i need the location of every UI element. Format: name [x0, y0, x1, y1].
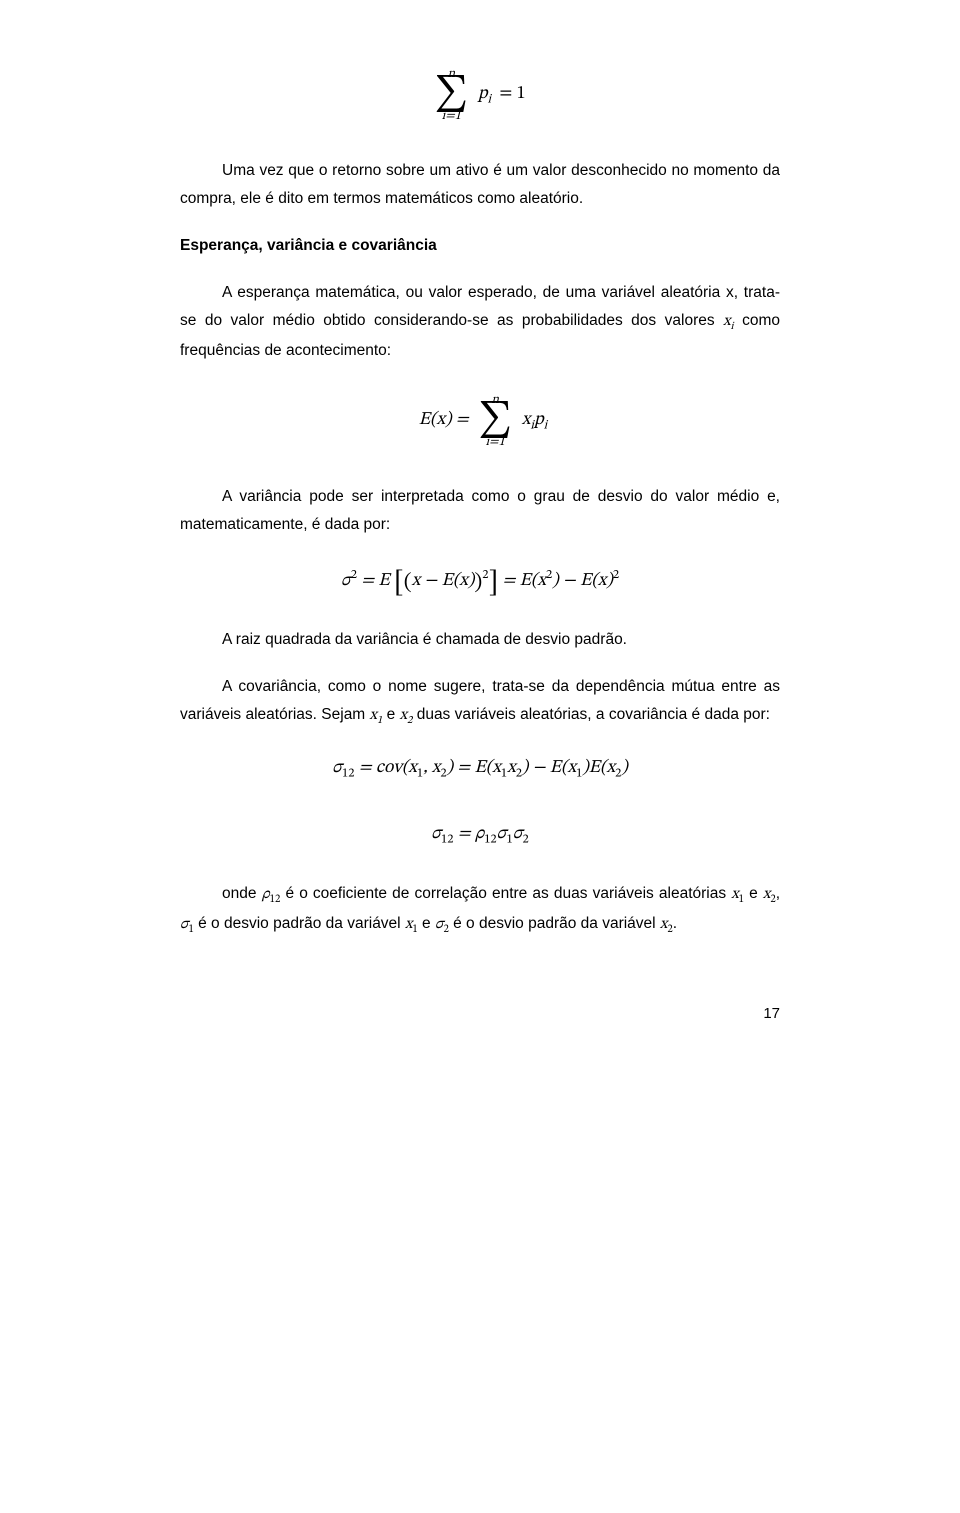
paragraph-onde: onde ρ12 é o coeficiente de correlação e…	[180, 880, 780, 940]
sub: 12	[441, 832, 453, 845]
sum-body-p-sub: i	[544, 418, 548, 431]
sigma: σ	[513, 825, 523, 843]
text: e	[744, 885, 763, 902]
paragraph-desvio: A raiz quadrada da variância é chamada d…	[180, 626, 780, 655]
text: e	[418, 915, 435, 932]
var-x1: x	[731, 886, 738, 902]
sum-sigma-icon: ∑	[435, 79, 469, 110]
text: é o coeficiente de correlação entre as d…	[280, 885, 731, 902]
sum-sigma-icon: ∑	[478, 405, 512, 436]
text: e	[382, 706, 399, 723]
paragraph-intro: Uma vez que o retorno sobre um ativo é u…	[180, 157, 780, 214]
sub: 12	[484, 832, 496, 845]
paragraph-variancia: A variância pode ser interpretada como o…	[180, 483, 780, 540]
sum-body: p	[478, 85, 488, 103]
equation-covariance: σ12 = cov(x1, x2) = E(x1x2) − E(x1)E(x2)	[180, 759, 780, 780]
sigma: σ	[332, 759, 342, 777]
text: = cov(x	[355, 759, 417, 777]
exp: 2	[613, 568, 619, 581]
text: A esperança matemática, ou valor esperad…	[180, 284, 780, 330]
text: ) − E(x)	[552, 572, 613, 590]
text: ,	[776, 885, 780, 902]
text: ) − E(x	[522, 759, 576, 777]
sigma: σ	[431, 825, 441, 843]
text: é o desvio padrão da variável	[449, 915, 660, 932]
text: duas variáveis aleatórias, a covariância…	[412, 706, 770, 723]
heading-esperanca: Esperança, variância e covariância	[180, 232, 780, 261]
sigma-sub: 12	[342, 767, 354, 780]
sigma: σ	[341, 572, 351, 590]
text: é o desvio padrão da variável	[194, 915, 405, 932]
text: )	[621, 759, 627, 777]
paren-left: (	[404, 572, 412, 594]
text: ) = E(x	[447, 759, 501, 777]
sum-rhs: = 1	[499, 85, 525, 103]
text: )E(x	[582, 759, 615, 777]
equation-expected-value: E(x) = n ∑ i=1 xipi	[180, 394, 780, 449]
paragraph-covariancia: A covariância, como o nome sugere, trata…	[180, 673, 780, 732]
equation-sum-pi: n ∑ i=1 pi = 1	[180, 68, 780, 123]
inner-expr: x − E(x)	[412, 572, 475, 590]
text: x	[507, 759, 516, 777]
bracket-right: ]	[488, 569, 498, 597]
bracket-left: [	[394, 569, 404, 597]
eq-lhs: E(x) =	[419, 411, 469, 429]
rho: ρ	[262, 886, 270, 902]
equation-correlation: σ12 = ρ12σ1σ2	[180, 825, 780, 846]
text: onde	[222, 885, 262, 902]
page: n ∑ i=1 pi = 1 Uma vez que o retorno sob…	[90, 0, 870, 1088]
text: = ρ	[454, 825, 485, 843]
text: , x	[423, 759, 440, 777]
sigma: σ	[497, 825, 507, 843]
text: = E(x	[498, 572, 546, 590]
text: = E	[357, 572, 390, 590]
rho-sub: 12	[270, 894, 281, 905]
sum-body-sub: i	[488, 92, 492, 105]
var-x2: x	[400, 707, 407, 723]
text: .	[673, 915, 677, 932]
sum-body-p: p	[534, 411, 544, 429]
equation-variance: σ2 = E [(x − E(x))2] = E(x2) − E(x)2	[180, 568, 780, 592]
var-x1: x	[370, 707, 377, 723]
sub: 2	[523, 832, 529, 845]
paragraph-esperanca: A esperança matemática, ou valor esperad…	[180, 279, 780, 366]
page-number: 17	[180, 1000, 780, 1028]
var-xi: x	[723, 313, 730, 329]
